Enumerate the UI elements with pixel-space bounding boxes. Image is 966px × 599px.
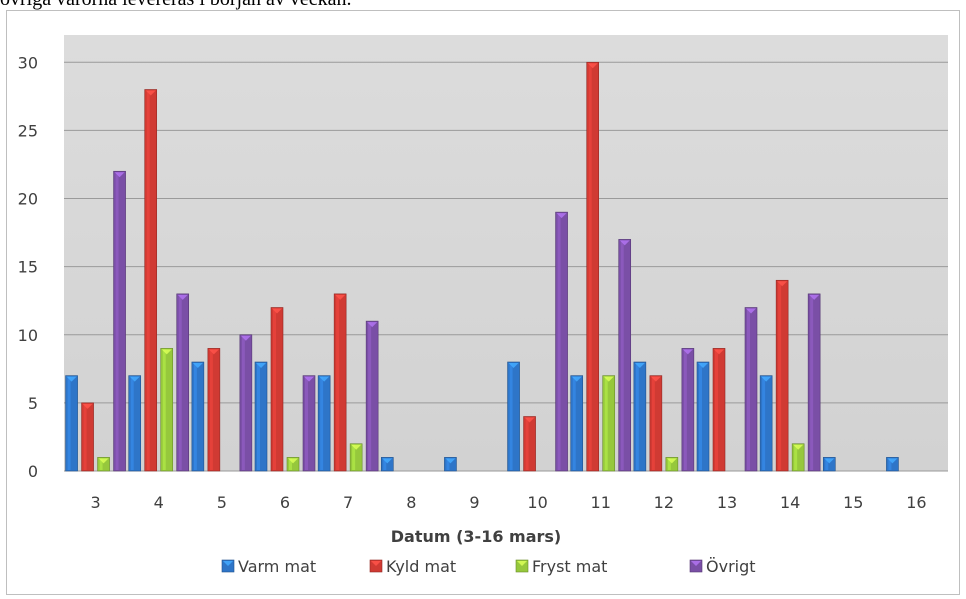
bar xyxy=(807,293,821,472)
x-tick-label: 3 xyxy=(90,493,100,512)
bar xyxy=(886,457,899,472)
x-tick-label: 16 xyxy=(906,493,926,512)
bar xyxy=(618,239,632,472)
bar xyxy=(302,375,316,472)
bar xyxy=(822,457,836,472)
x-tick-label: 15 xyxy=(843,493,863,512)
legend-item: Kyld mat xyxy=(369,557,456,576)
bar xyxy=(333,293,347,472)
bar xyxy=(759,375,773,472)
bar xyxy=(633,361,647,472)
bar xyxy=(191,361,205,472)
bar xyxy=(239,334,253,472)
x-tick-label: 12 xyxy=(654,493,674,512)
legend: Varm mat Kyld mat Fryst mat Övrigt xyxy=(221,557,756,576)
bar xyxy=(317,375,331,472)
bar xyxy=(507,361,520,472)
bar xyxy=(570,375,584,472)
bar xyxy=(81,402,94,472)
x-tick-label: 14 xyxy=(780,493,800,512)
bar xyxy=(696,361,710,472)
caption-text: övriga varorna levereras i början av vec… xyxy=(0,0,352,11)
bar xyxy=(380,457,394,472)
y-tick-label: 20 xyxy=(18,190,38,209)
y-tick-label: 10 xyxy=(18,326,38,345)
bar xyxy=(649,375,663,472)
x-tick-label: 9 xyxy=(469,493,479,512)
bar xyxy=(444,457,457,472)
bar xyxy=(791,443,805,472)
bar xyxy=(270,307,284,472)
bar xyxy=(523,416,536,472)
legend-item: Fryst mat xyxy=(515,557,607,576)
x-tick-label: 10 xyxy=(527,493,547,512)
legend-label: Varm mat xyxy=(238,557,316,576)
legend-label: Övrigt xyxy=(706,557,756,576)
bar xyxy=(176,293,190,472)
x-axis-label: Datum (3-16 mars) xyxy=(391,527,561,546)
x-tick-label: 5 xyxy=(217,493,227,512)
x-tick-label: 6 xyxy=(280,493,290,512)
y-tick-label: 25 xyxy=(18,121,38,140)
legend-item: Övrigt xyxy=(689,557,756,576)
x-tick-label: 7 xyxy=(343,493,353,512)
x-tick-label: 11 xyxy=(591,493,611,512)
x-tick-label: 13 xyxy=(717,493,737,512)
y-tick-label: 15 xyxy=(18,258,38,277)
bar xyxy=(665,457,679,472)
bar xyxy=(128,375,142,472)
bar xyxy=(555,211,568,472)
y-tick-label: 30 xyxy=(18,53,38,72)
bar xyxy=(744,307,758,472)
bar xyxy=(254,361,268,472)
legend-label: Kyld mat xyxy=(386,557,456,576)
bar xyxy=(160,348,174,472)
bars xyxy=(65,61,899,472)
x-tick-label: 8 xyxy=(406,493,416,512)
bar xyxy=(144,89,158,472)
x-axis: 3 4 5 6 7 8 9 10 11 12 13 14 15 16 xyxy=(90,493,926,512)
bar xyxy=(97,457,110,472)
bar xyxy=(349,443,363,472)
bar xyxy=(586,61,600,472)
y-tick-label: 5 xyxy=(28,394,38,413)
bar xyxy=(602,375,616,472)
bar xyxy=(775,279,789,472)
bar xyxy=(65,375,78,472)
legend-item: Varm mat xyxy=(221,557,316,576)
y-axis: 0 5 10 15 20 25 30 xyxy=(18,53,38,481)
x-tick-label: 4 xyxy=(154,493,164,512)
bar xyxy=(365,320,379,472)
bar xyxy=(113,170,126,472)
bar xyxy=(286,457,300,472)
bar xyxy=(712,348,726,472)
y-tick-label: 0 xyxy=(28,462,38,481)
bar xyxy=(681,348,695,472)
bar xyxy=(207,348,221,472)
legend-label: Fryst mat xyxy=(532,557,607,576)
